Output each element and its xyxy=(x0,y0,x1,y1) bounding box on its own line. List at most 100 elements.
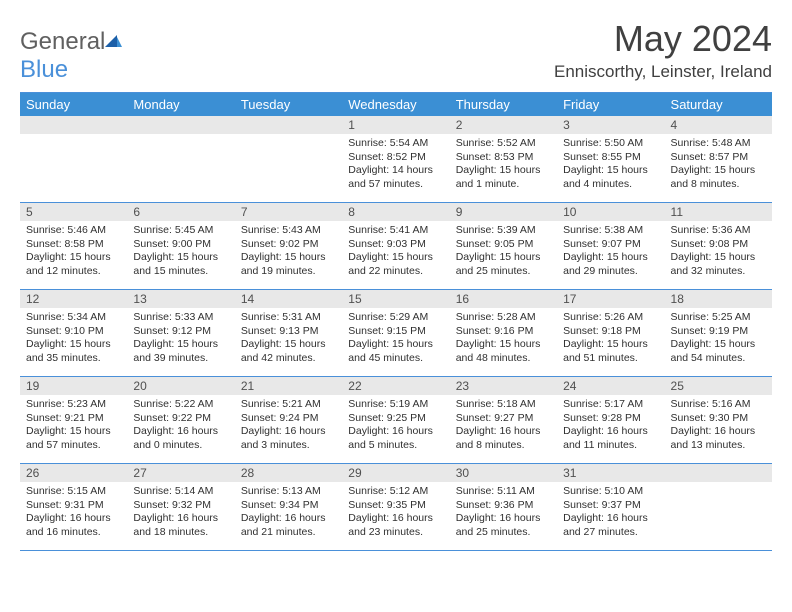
daylight-line: Daylight: 16 hours and 11 minutes. xyxy=(563,425,658,452)
dow-header: Thursday xyxy=(450,93,557,116)
day-cell: 21Sunrise: 5:21 AMSunset: 9:24 PMDayligh… xyxy=(235,377,342,463)
sunrise-line: Sunrise: 5:21 AM xyxy=(241,398,336,412)
sunrise-line: Sunrise: 5:13 AM xyxy=(241,485,336,499)
daylight-line: Daylight: 15 hours and 35 minutes. xyxy=(26,338,121,365)
sunrise-line: Sunrise: 5:14 AM xyxy=(133,485,228,499)
sunset-line: Sunset: 9:35 PM xyxy=(348,499,443,513)
daylight-line: Daylight: 15 hours and 22 minutes. xyxy=(348,251,443,278)
day-number: 6 xyxy=(127,203,234,221)
day-info: Sunrise: 5:39 AMSunset: 9:05 PMDaylight:… xyxy=(450,221,557,283)
sunrise-line: Sunrise: 5:46 AM xyxy=(26,224,121,238)
dow-header: Tuesday xyxy=(235,93,342,116)
day-info: Sunrise: 5:18 AMSunset: 9:27 PMDaylight:… xyxy=(450,395,557,457)
day-number: 1 xyxy=(342,116,449,134)
sunrise-line: Sunrise: 5:23 AM xyxy=(26,398,121,412)
sunset-line: Sunset: 9:16 PM xyxy=(456,325,551,339)
sunset-line: Sunset: 9:12 PM xyxy=(133,325,228,339)
sunset-line: Sunset: 9:05 PM xyxy=(456,238,551,252)
sunrise-line: Sunrise: 5:15 AM xyxy=(26,485,121,499)
sunrise-line: Sunrise: 5:33 AM xyxy=(133,311,228,325)
sail-icon xyxy=(103,28,123,44)
daylight-line: Daylight: 15 hours and 29 minutes. xyxy=(563,251,658,278)
sunset-line: Sunset: 9:07 PM xyxy=(563,238,658,252)
day-info: Sunrise: 5:15 AMSunset: 9:31 PMDaylight:… xyxy=(20,482,127,544)
day-cell: 25Sunrise: 5:16 AMSunset: 9:30 PMDayligh… xyxy=(665,377,772,463)
day-info: Sunrise: 5:10 AMSunset: 9:37 PMDaylight:… xyxy=(557,482,664,544)
daylight-line: Daylight: 15 hours and 19 minutes. xyxy=(241,251,336,278)
day-number: 9 xyxy=(450,203,557,221)
sunset-line: Sunset: 8:55 PM xyxy=(563,151,658,165)
sunset-line: Sunset: 9:03 PM xyxy=(348,238,443,252)
logo: GeneralBlue xyxy=(20,28,123,84)
daylight-line: Daylight: 16 hours and 0 minutes. xyxy=(133,425,228,452)
day-number: 22 xyxy=(342,377,449,395)
day-info: Sunrise: 5:31 AMSunset: 9:13 PMDaylight:… xyxy=(235,308,342,370)
sunset-line: Sunset: 9:34 PM xyxy=(241,499,336,513)
sunrise-line: Sunrise: 5:50 AM xyxy=(563,137,658,151)
sunrise-line: Sunrise: 5:19 AM xyxy=(348,398,443,412)
day-number: 14 xyxy=(235,290,342,308)
day-cell: 17Sunrise: 5:26 AMSunset: 9:18 PMDayligh… xyxy=(557,290,664,376)
day-cell: 1Sunrise: 5:54 AMSunset: 8:52 PMDaylight… xyxy=(342,116,449,202)
day-info: Sunrise: 5:46 AMSunset: 8:58 PMDaylight:… xyxy=(20,221,127,283)
day-info: Sunrise: 5:28 AMSunset: 9:16 PMDaylight:… xyxy=(450,308,557,370)
sunrise-line: Sunrise: 5:52 AM xyxy=(456,137,551,151)
sunset-line: Sunset: 9:36 PM xyxy=(456,499,551,513)
sunrise-line: Sunrise: 5:31 AM xyxy=(241,311,336,325)
sunrise-line: Sunrise: 5:12 AM xyxy=(348,485,443,499)
daylight-line: Daylight: 16 hours and 5 minutes. xyxy=(348,425,443,452)
day-number: 26 xyxy=(20,464,127,482)
day-cell: 3Sunrise: 5:50 AMSunset: 8:55 PMDaylight… xyxy=(557,116,664,202)
day-number: 21 xyxy=(235,377,342,395)
day-cell: 22Sunrise: 5:19 AMSunset: 9:25 PMDayligh… xyxy=(342,377,449,463)
day-number: 7 xyxy=(235,203,342,221)
sunrise-line: Sunrise: 5:39 AM xyxy=(456,224,551,238)
sunset-line: Sunset: 9:32 PM xyxy=(133,499,228,513)
day-info: Sunrise: 5:11 AMSunset: 9:36 PMDaylight:… xyxy=(450,482,557,544)
daylight-line: Daylight: 16 hours and 27 minutes. xyxy=(563,512,658,539)
day-cell: 15Sunrise: 5:29 AMSunset: 9:15 PMDayligh… xyxy=(342,290,449,376)
sunrise-line: Sunrise: 5:43 AM xyxy=(241,224,336,238)
day-number: 31 xyxy=(557,464,664,482)
sunrise-line: Sunrise: 5:10 AM xyxy=(563,485,658,499)
day-number: 29 xyxy=(342,464,449,482)
sunset-line: Sunset: 8:53 PM xyxy=(456,151,551,165)
daylight-line: Daylight: 16 hours and 3 minutes. xyxy=(241,425,336,452)
day-info: Sunrise: 5:52 AMSunset: 8:53 PMDaylight:… xyxy=(450,134,557,196)
location-text: Enniscorthy, Leinster, Ireland xyxy=(554,62,772,82)
sunset-line: Sunset: 9:02 PM xyxy=(241,238,336,252)
day-cell: 14Sunrise: 5:31 AMSunset: 9:13 PMDayligh… xyxy=(235,290,342,376)
daylight-line: Daylight: 16 hours and 8 minutes. xyxy=(456,425,551,452)
logo-text: GeneralBlue xyxy=(20,28,123,84)
day-cell: 27Sunrise: 5:14 AMSunset: 9:32 PMDayligh… xyxy=(127,464,234,550)
day-number: 12 xyxy=(20,290,127,308)
header: GeneralBlue May 2024 Enniscorthy, Leinst… xyxy=(20,18,772,84)
sunset-line: Sunset: 9:00 PM xyxy=(133,238,228,252)
day-info: Sunrise: 5:33 AMSunset: 9:12 PMDaylight:… xyxy=(127,308,234,370)
sunrise-line: Sunrise: 5:48 AM xyxy=(671,137,766,151)
day-info: Sunrise: 5:17 AMSunset: 9:28 PMDaylight:… xyxy=(557,395,664,457)
daylight-line: Daylight: 15 hours and 39 minutes. xyxy=(133,338,228,365)
day-cell: 31Sunrise: 5:10 AMSunset: 9:37 PMDayligh… xyxy=(557,464,664,550)
sunrise-line: Sunrise: 5:25 AM xyxy=(671,311,766,325)
sunrise-line: Sunrise: 5:38 AM xyxy=(563,224,658,238)
day-info: Sunrise: 5:43 AMSunset: 9:02 PMDaylight:… xyxy=(235,221,342,283)
week-row: 26Sunrise: 5:15 AMSunset: 9:31 PMDayligh… xyxy=(20,464,772,551)
day-number: 28 xyxy=(235,464,342,482)
day-number: 20 xyxy=(127,377,234,395)
day-number: 3 xyxy=(557,116,664,134)
sunset-line: Sunset: 9:27 PM xyxy=(456,412,551,426)
sunset-line: Sunset: 9:13 PM xyxy=(241,325,336,339)
day-info: Sunrise: 5:50 AMSunset: 8:55 PMDaylight:… xyxy=(557,134,664,196)
sunset-line: Sunset: 8:57 PM xyxy=(671,151,766,165)
dow-header: Friday xyxy=(557,93,664,116)
daylight-line: Daylight: 15 hours and 8 minutes. xyxy=(671,164,766,191)
daylight-line: Daylight: 15 hours and 12 minutes. xyxy=(26,251,121,278)
day-cell: 26Sunrise: 5:15 AMSunset: 9:31 PMDayligh… xyxy=(20,464,127,550)
daylight-line: Daylight: 15 hours and 45 minutes. xyxy=(348,338,443,365)
sunrise-line: Sunrise: 5:28 AM xyxy=(456,311,551,325)
sunset-line: Sunset: 9:10 PM xyxy=(26,325,121,339)
daylight-line: Daylight: 15 hours and 54 minutes. xyxy=(671,338,766,365)
daylight-line: Daylight: 15 hours and 25 minutes. xyxy=(456,251,551,278)
day-cell: 8Sunrise: 5:41 AMSunset: 9:03 PMDaylight… xyxy=(342,203,449,289)
